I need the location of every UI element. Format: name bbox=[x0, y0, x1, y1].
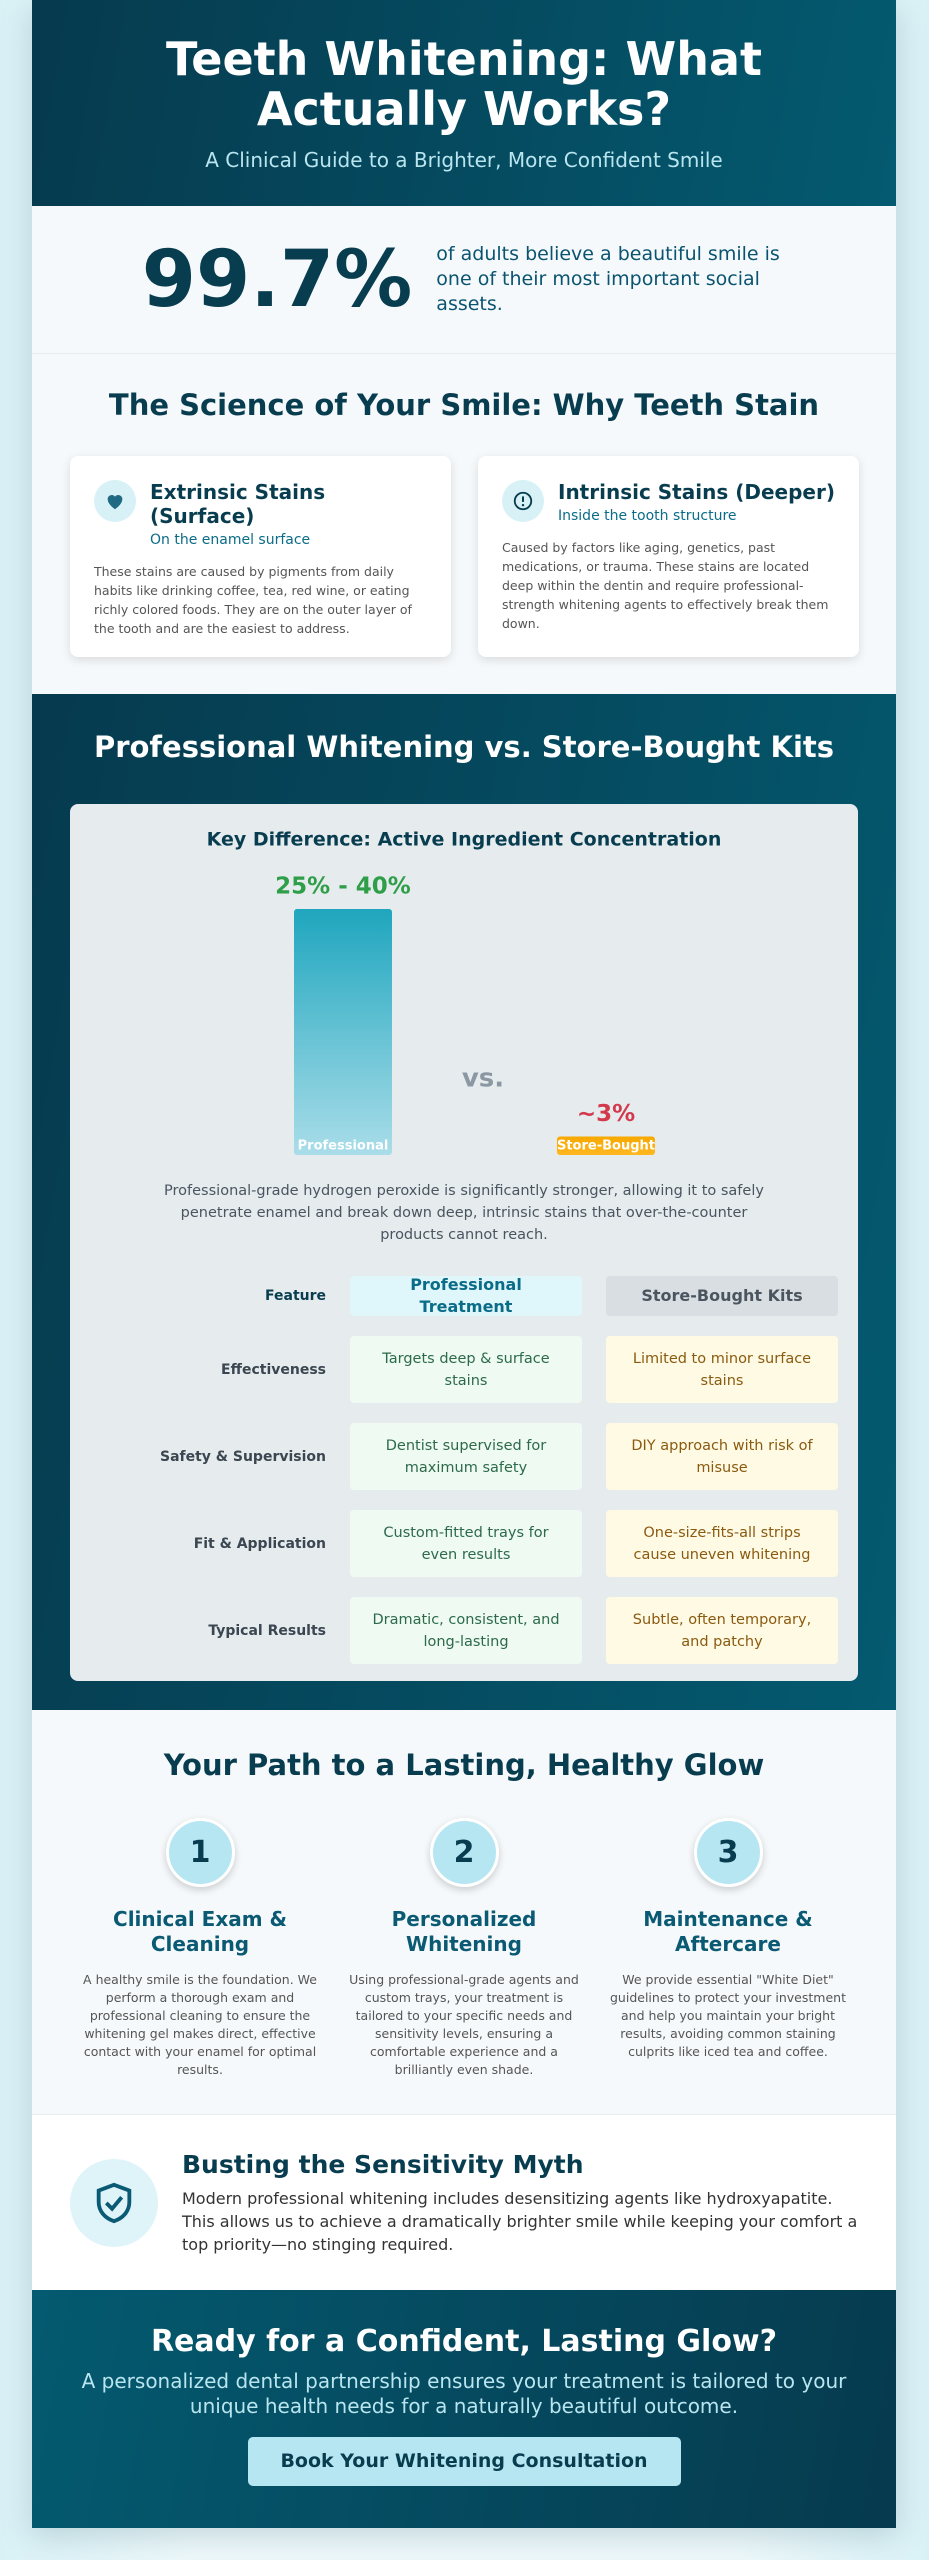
bar bbox=[294, 909, 392, 1155]
comparison-panel: Key Difference: Active Ingredient Concen… bbox=[70, 804, 858, 1681]
cta-button[interactable]: Book Your Whitening Consultation bbox=[247, 2437, 681, 2486]
icon bbox=[94, 480, 136, 522]
subtitle: A Clinical Guide to a Brighter, More Con… bbox=[205, 148, 723, 172]
step-title: Clinical Exam & Cleaning bbox=[113, 1907, 287, 1956]
step-title: Personalized Whitening bbox=[391, 1907, 537, 1956]
card-text: Caused by factors like aging, genetics, … bbox=[502, 540, 829, 631]
step: 1 Clinical Exam & Cleaning A healthy smile… bbox=[79, 1818, 321, 2079]
card-subtitle: On the enamel surface bbox=[150, 532, 311, 548]
step-number: 1 bbox=[165, 1818, 235, 1887]
stat-text: of adults believe a beautiful smile is o… bbox=[436, 243, 780, 315]
table-cell: DIY approach with risk of misuse bbox=[606, 1423, 838, 1490]
table-header: Store-Bought Kits bbox=[606, 1276, 838, 1316]
row-label: Fit & Application bbox=[193, 1535, 326, 1552]
bar bbox=[557, 1136, 655, 1155]
step-text: We provide essential "White Diet" guidel… bbox=[610, 1972, 846, 2059]
row-label: Effectiveness bbox=[221, 1361, 326, 1378]
stat: 99.7% of adults believe a beautiful smil… bbox=[32, 206, 896, 354]
comparison-section: Professional Whitening vs. Store-Bought … bbox=[32, 694, 896, 1710]
value-label: 25% - 40% bbox=[275, 874, 411, 900]
heading: Professional Whitening vs. Store-Bought … bbox=[93, 730, 835, 764]
step-number: 3 bbox=[693, 1818, 763, 1887]
table-cell: Limited to minor surface stains bbox=[606, 1336, 838, 1403]
note: Professional-grade hydrogen peroxide is … bbox=[164, 1183, 764, 1243]
header: Teeth Whitening: What Actually Works? A … bbox=[32, 0, 896, 206]
card: Intrinsic Stains (Deeper) Inside the toot… bbox=[478, 456, 859, 657]
card: Extrinsic Stains (Surface) On the enamel … bbox=[70, 456, 451, 657]
step: 2 Personalized Whitening Using professiona… bbox=[343, 1818, 585, 2079]
science-section: The Science of Your Smile: Why Teeth Sta… bbox=[32, 354, 896, 694]
cta-title: Ready for a Confident, Lasting Glow? bbox=[150, 2324, 778, 2359]
card-title: Extrinsic Stains (Surface) bbox=[150, 480, 326, 528]
step-text: Using professional-grade agents and cust… bbox=[349, 1972, 579, 2077]
table-header: Feature bbox=[265, 1288, 326, 1304]
heading: The Science of Your Smile: Why Teeth Sta… bbox=[108, 388, 820, 422]
table-cell: Custom-fitted trays for even results bbox=[350, 1510, 582, 1577]
heading: Your Path to a Lasting, Healthy Glow bbox=[163, 1748, 765, 1782]
path-section: Your Path to a Lasting, Healthy Glow 1 Cl… bbox=[32, 1710, 896, 2115]
row-label: Safety & Supervision bbox=[159, 1448, 326, 1465]
card-subtitle: Inside the tooth structure bbox=[558, 508, 737, 524]
step-title: Maintenance & Aftercare bbox=[643, 1907, 813, 1956]
icon bbox=[502, 480, 544, 522]
comparison-table: Feature Professional Treatment Store-Bou… bbox=[86, 1275, 858, 1664]
cta-text: A personalized dental partnership ensure… bbox=[81, 2369, 847, 2418]
step: 3 Maintenance & Aftercare We provide essen… bbox=[607, 1818, 849, 2079]
step-text: A healthy smile is the foundation. We pe… bbox=[83, 1972, 317, 2077]
table-cell: One-size-fits-all strips cause uneven wh… bbox=[606, 1510, 838, 1577]
chart: Key Difference: Active Ingredient Concen… bbox=[207, 829, 722, 1155]
category-label: Store-Bought bbox=[557, 1139, 655, 1154]
table-cell: Dentist supervised for maximum safety bbox=[350, 1423, 582, 1490]
card-title: Intrinsic Stains (Deeper) bbox=[558, 480, 835, 504]
row-label: Typical Results bbox=[208, 1622, 326, 1639]
cta-section: Ready for a Confident, Lasting Glow? A p… bbox=[32, 2290, 896, 2528]
category-label: Professional bbox=[298, 1139, 389, 1154]
myth-text: Modern professional whitening includes d… bbox=[182, 2188, 858, 2254]
step-number: 2 bbox=[429, 1818, 499, 1887]
myth-title: Busting the Sensitivity Myth bbox=[182, 2149, 584, 2179]
stat-value: 99.7% bbox=[141, 234, 413, 325]
infographic: Teeth Whitening: What Actually Works? A … bbox=[32, 0, 896, 2528]
title: Teeth Whitening: What Actually Works? bbox=[166, 32, 762, 136]
chart-title: Key Difference: Active Ingredient Concen… bbox=[207, 829, 722, 851]
table-cell: Subtle, often temporary, and patchy bbox=[606, 1597, 838, 1664]
card-text: These stains are caused by pigments from… bbox=[94, 564, 412, 636]
table-header: Professional Treatment bbox=[350, 1275, 582, 1316]
table-cell: Targets deep & surface stains bbox=[350, 1336, 582, 1403]
table-cell: Dramatic, consistent, and long-lasting bbox=[350, 1597, 582, 1664]
vs-label: vs. bbox=[462, 1064, 504, 1094]
value-label: ~3% bbox=[577, 1101, 635, 1127]
myth-section: Busting the Sensitivity Myth Modern profe… bbox=[32, 2115, 896, 2290]
shield-icon bbox=[70, 2158, 158, 2247]
